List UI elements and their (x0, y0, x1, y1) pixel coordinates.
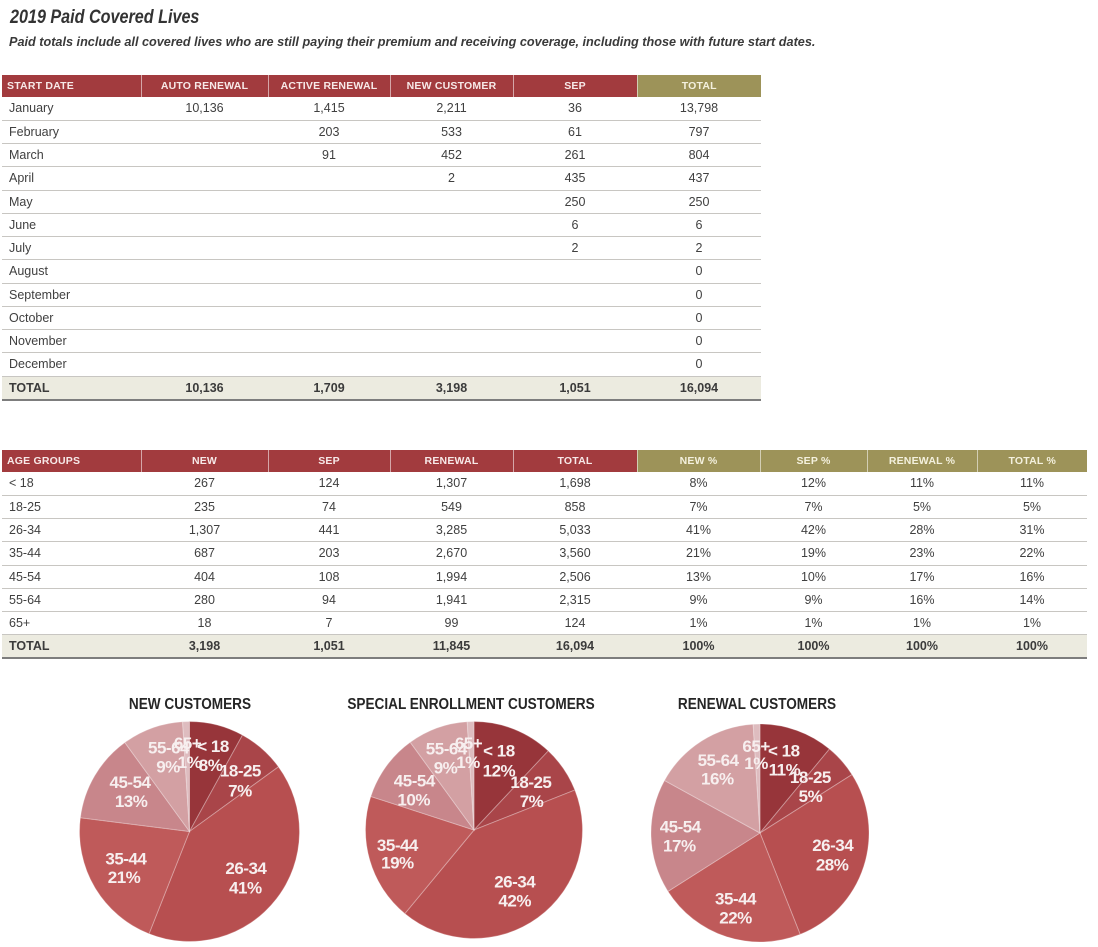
svg-text:18-25: 18-25 (220, 761, 261, 780)
svg-text:16%: 16% (701, 769, 734, 788)
svg-text:26-34: 26-34 (494, 873, 536, 892)
svg-text:< 18: < 18 (197, 737, 229, 756)
svg-text:28%: 28% (816, 856, 849, 875)
svg-text:11%: 11% (769, 760, 801, 779)
svg-text:35-44: 35-44 (715, 890, 757, 909)
svg-text:55-64: 55-64 (148, 739, 190, 758)
svg-text:1%: 1% (744, 754, 768, 773)
svg-text:55-64: 55-64 (426, 740, 468, 759)
svg-text:45-54: 45-54 (394, 771, 436, 790)
svg-text:45-54: 45-54 (110, 773, 152, 792)
svg-text:45-54: 45-54 (660, 817, 702, 836)
svg-text:18-25: 18-25 (510, 773, 551, 792)
svg-text:10%: 10% (397, 790, 430, 809)
svg-text:65+: 65+ (174, 734, 202, 753)
svg-text:17%: 17% (663, 836, 696, 855)
svg-text:26-34: 26-34 (225, 859, 267, 878)
svg-text:55-64: 55-64 (698, 751, 740, 770)
svg-text:1%: 1% (456, 753, 480, 772)
svg-text:41%: 41% (229, 879, 262, 898)
svg-text:26-34: 26-34 (812, 836, 854, 855)
svg-text:5%: 5% (799, 787, 823, 806)
svg-text:65+: 65+ (742, 737, 770, 756)
svg-text:35-44: 35-44 (105, 849, 147, 868)
svg-text:8%: 8% (199, 756, 223, 775)
svg-text:1%: 1% (178, 753, 202, 772)
svg-text:35-44: 35-44 (377, 836, 419, 855)
svg-text:19%: 19% (381, 854, 414, 873)
svg-text:9%: 9% (156, 758, 180, 777)
svg-text:7%: 7% (520, 792, 544, 811)
svg-text:18-25: 18-25 (790, 768, 831, 787)
svg-text:12%: 12% (483, 761, 516, 780)
svg-text:9%: 9% (434, 759, 458, 778)
svg-text:< 18: < 18 (483, 741, 515, 760)
svg-text:65+: 65+ (455, 734, 483, 753)
svg-text:< 18: < 18 (768, 741, 800, 760)
svg-text:22%: 22% (719, 909, 752, 928)
svg-text:13%: 13% (115, 792, 148, 811)
svg-text:42%: 42% (498, 892, 531, 911)
svg-text:21%: 21% (108, 868, 141, 887)
svg-text:7%: 7% (228, 782, 252, 801)
